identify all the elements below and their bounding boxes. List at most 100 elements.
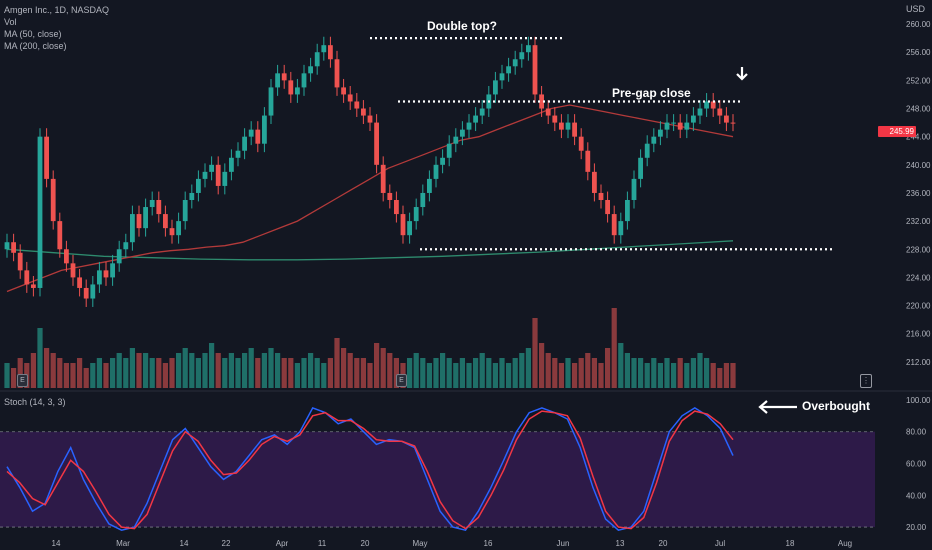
volume-bar — [611, 308, 617, 388]
annotation-double-top: Double top? — [427, 19, 497, 33]
annotation-overbought: Overbought — [802, 399, 870, 413]
candle-body — [717, 108, 723, 116]
volume-bar — [149, 358, 155, 388]
volume-bar — [393, 358, 399, 388]
last-price-tag: 245.99 — [878, 126, 916, 137]
volume-bar — [519, 353, 525, 388]
stoch-tick-label: 80.00 — [906, 428, 927, 437]
volume-bar — [420, 358, 426, 388]
candle-body — [268, 87, 274, 116]
volume-bar — [182, 348, 188, 388]
stoch-tick-label: 20.00 — [906, 523, 927, 532]
time-tick-label: 22 — [222, 539, 231, 548]
candle-body — [704, 101, 709, 109]
candle-body — [229, 157, 234, 172]
volume-bar — [248, 348, 254, 388]
volume-bar — [459, 358, 465, 388]
volume-bar — [512, 358, 518, 388]
candle-body — [242, 136, 247, 151]
volume-bar — [572, 363, 578, 388]
candle-body — [275, 73, 280, 88]
candle-body — [658, 129, 663, 137]
volume-bar — [453, 363, 459, 388]
volume-bar — [70, 363, 76, 388]
candle-body — [730, 122, 736, 124]
candle-body — [611, 214, 617, 236]
volume-bar — [354, 358, 360, 388]
volume-bar — [143, 353, 149, 388]
candle-body — [532, 45, 538, 95]
candle-body — [433, 164, 439, 179]
candle-body — [446, 143, 452, 158]
candle-body — [684, 122, 690, 130]
annotation-pre-gap-close: Pre-gap close — [612, 86, 691, 100]
candle-body — [301, 73, 307, 88]
candle-body — [651, 136, 657, 144]
candle-body — [308, 66, 313, 74]
candle-body — [460, 129, 465, 137]
candle-body — [202, 171, 208, 179]
candle-body — [361, 108, 366, 116]
volume-bar — [657, 363, 663, 388]
time-axis[interactable]: 14 Mar 14 22 Apr 11 20 May 16 Jun 13 20 Jul 18 Aug — [52, 539, 853, 548]
volume-bar — [334, 338, 340, 388]
candle-body — [592, 171, 597, 193]
legend-ma50[interactable]: MA (50, close) — [4, 29, 62, 39]
volume-bar — [413, 353, 419, 388]
volume-bar — [308, 353, 314, 388]
candle-body — [281, 73, 287, 81]
legend-volume[interactable]: Vol — [4, 17, 17, 27]
candle-body — [539, 94, 544, 109]
volume-bar — [123, 358, 129, 388]
volume-bar — [235, 358, 241, 388]
annotation-arrows — [736, 67, 797, 414]
volume-bar — [4, 363, 10, 388]
candle-body — [37, 136, 43, 288]
volume-bar — [44, 348, 50, 388]
candle-body — [644, 143, 650, 158]
price-tick-label: 252.00 — [906, 76, 931, 85]
candle-body — [50, 178, 56, 222]
volume-bar — [202, 353, 208, 388]
legend-ma200[interactable]: MA (200, close) — [4, 41, 67, 51]
volume-bar — [30, 353, 36, 388]
candle-body — [559, 122, 564, 130]
volume-bar — [473, 358, 479, 388]
replay-icon[interactable]: ⋮ — [860, 374, 872, 388]
earnings-event-icon[interactable]: E — [17, 374, 28, 387]
price-axis[interactable]: 260.00 256.00 252.00 248.00 244.00 240.00 236.… — [906, 20, 931, 532]
volume-bar — [116, 353, 122, 388]
volume-bar — [162, 363, 168, 388]
volume-bar — [136, 353, 142, 388]
candle-body — [156, 200, 162, 215]
volume-bar — [222, 358, 228, 388]
candle-body — [519, 52, 525, 60]
legend-symbol[interactable]: Amgen Inc., 1D, NASDAQ — [4, 5, 110, 15]
ma200-line — [6, 240, 734, 261]
candle-body — [724, 115, 729, 123]
candle-body — [625, 200, 630, 222]
volume-bar — [492, 363, 498, 388]
candle-body — [374, 122, 379, 165]
candle-body — [605, 200, 610, 215]
candle-body — [479, 108, 485, 116]
candle-body — [321, 45, 327, 53]
candle-body — [136, 214, 142, 229]
candle-body — [585, 150, 591, 172]
candle-body — [710, 101, 716, 109]
volume-bar — [209, 343, 215, 388]
candle-body — [677, 122, 683, 130]
ma50-line — [6, 104, 734, 293]
stoch-legend[interactable]: Stoch (14, 3, 3) — [4, 397, 66, 407]
price-tick-label: 232.00 — [906, 217, 931, 226]
earnings-event-icon[interactable]: E — [396, 374, 407, 387]
candle-body — [545, 108, 551, 116]
down-arrow-icon — [736, 67, 748, 81]
time-tick-label: 13 — [616, 539, 625, 548]
candle-body — [420, 192, 426, 208]
volume-bar — [644, 363, 650, 388]
volume-bar — [558, 363, 564, 388]
volume-bar — [631, 358, 637, 388]
volume-bar — [83, 368, 89, 388]
volume-bar — [624, 353, 630, 388]
